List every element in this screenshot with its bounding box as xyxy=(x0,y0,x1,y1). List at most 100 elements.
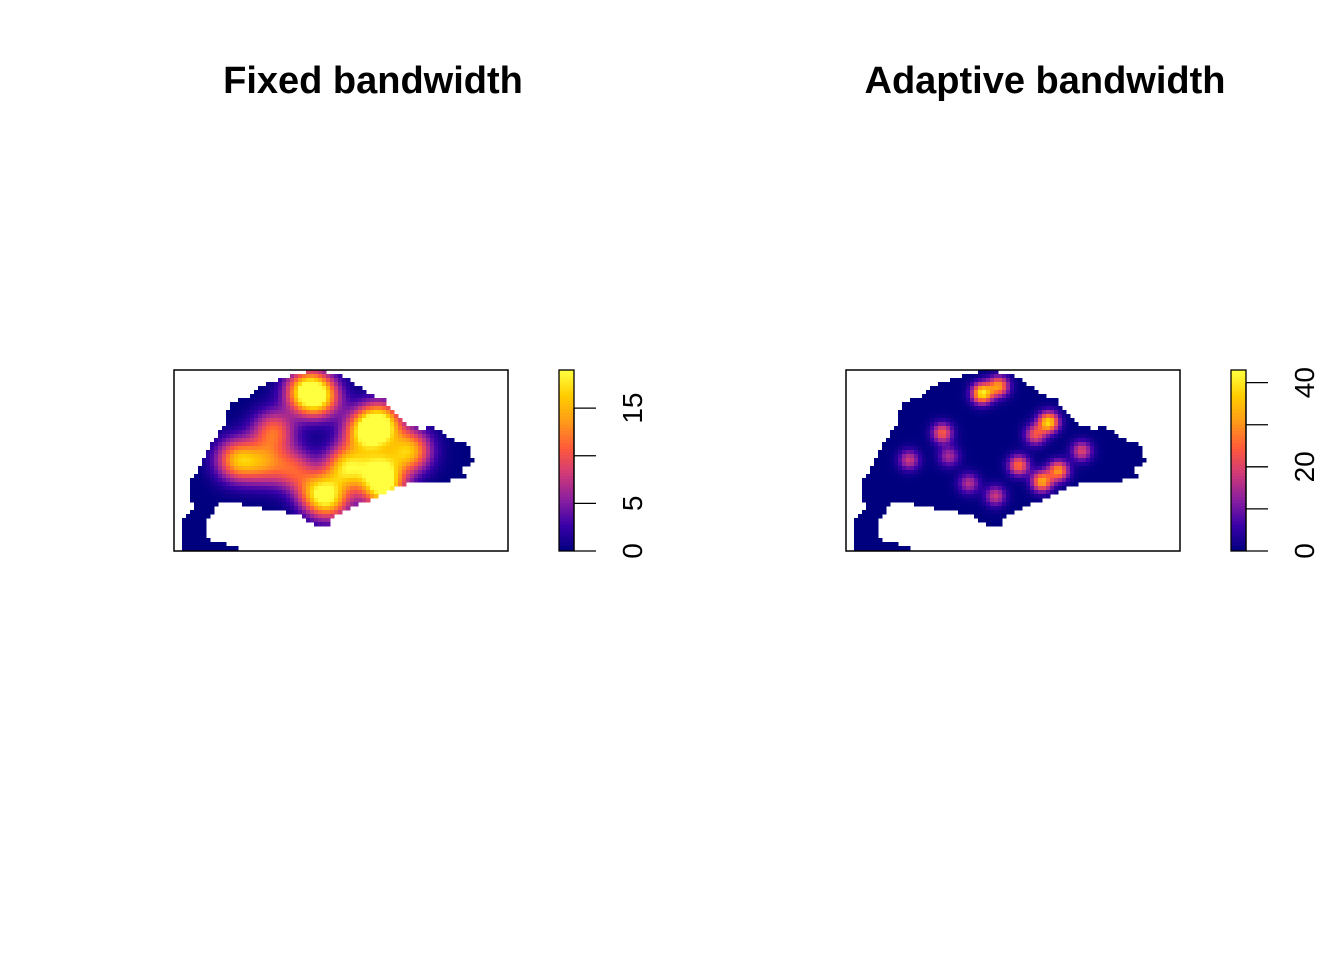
density-cell xyxy=(334,382,339,387)
density-cell xyxy=(362,454,367,459)
density-cell xyxy=(438,458,443,463)
colorbar-slice xyxy=(559,370,574,374)
density-cell xyxy=(198,502,203,507)
density-cell xyxy=(330,406,335,411)
density-map xyxy=(854,370,1147,551)
density-cell xyxy=(1010,494,1015,499)
density-cell xyxy=(994,514,999,519)
density-cell xyxy=(334,402,339,407)
density-cell xyxy=(430,430,435,435)
density-cell xyxy=(870,470,875,475)
density-cell xyxy=(458,442,463,447)
density-cell xyxy=(202,478,207,483)
density-cell xyxy=(922,462,927,467)
density-cell xyxy=(990,438,995,443)
density-cell xyxy=(390,418,395,423)
density-cell xyxy=(362,418,367,423)
density-cell xyxy=(942,402,947,407)
density-cell xyxy=(326,398,331,403)
density-cell xyxy=(302,378,307,383)
density-cell xyxy=(390,450,395,455)
density-cell xyxy=(1034,394,1039,399)
density-cell xyxy=(314,522,319,527)
density-cell xyxy=(986,470,991,475)
density-cell xyxy=(258,418,263,423)
density-cell xyxy=(306,402,311,407)
density-cell xyxy=(1018,434,1023,439)
density-cell xyxy=(266,502,271,507)
density-cell xyxy=(350,398,355,403)
density-cell xyxy=(886,458,891,463)
density-cell xyxy=(346,390,351,395)
density-cell xyxy=(990,462,995,467)
density-cell xyxy=(330,482,335,487)
density-cell xyxy=(326,438,331,443)
density-cell xyxy=(270,454,275,459)
density-cell xyxy=(434,474,439,479)
density-cell xyxy=(282,458,287,463)
density-cell xyxy=(270,478,275,483)
density-cell xyxy=(334,494,339,499)
density-cell xyxy=(250,474,255,479)
density-cell xyxy=(986,402,991,407)
density-cell xyxy=(262,434,267,439)
density-cell xyxy=(1098,458,1103,463)
density-cell xyxy=(226,450,231,455)
density-cell xyxy=(950,466,955,471)
colorbar-slice xyxy=(559,475,574,480)
density-cell xyxy=(394,434,399,439)
density-cell xyxy=(234,546,239,551)
density-cell xyxy=(310,450,315,455)
density-cell xyxy=(1026,450,1031,455)
density-cell xyxy=(1062,422,1067,427)
density-cell xyxy=(902,410,907,415)
density-cell xyxy=(966,506,971,511)
density-cell xyxy=(1026,474,1031,479)
density-cell xyxy=(994,454,999,459)
density-cell xyxy=(346,490,351,495)
density-cell xyxy=(1078,426,1083,431)
density-cell xyxy=(290,398,295,403)
density-cell xyxy=(386,430,391,435)
density-cell xyxy=(926,470,931,475)
density-cell xyxy=(1070,450,1075,455)
density-cell xyxy=(262,478,267,483)
density-cell xyxy=(262,386,267,391)
density-cell xyxy=(358,454,363,459)
density-cell xyxy=(970,402,975,407)
density-cell xyxy=(930,494,935,499)
density-cell xyxy=(222,486,227,491)
density-cell xyxy=(198,518,203,523)
density-cell xyxy=(974,406,979,411)
density-cell xyxy=(434,442,439,447)
density-cell xyxy=(374,450,379,455)
density-cell xyxy=(1070,454,1075,459)
density-cell xyxy=(302,506,307,511)
density-cell xyxy=(330,490,335,495)
density-cell xyxy=(1010,386,1015,391)
density-cell xyxy=(1026,502,1031,507)
density-cell xyxy=(258,450,263,455)
density-cell xyxy=(954,406,959,411)
density-cell xyxy=(970,386,975,391)
density-cell xyxy=(1066,442,1071,447)
density-cell xyxy=(922,394,927,399)
density-cell xyxy=(1062,442,1067,447)
density-cell xyxy=(962,462,967,467)
density-cell xyxy=(254,478,259,483)
density-cell xyxy=(186,526,191,531)
density-cell xyxy=(1026,422,1031,427)
density-cell xyxy=(326,390,331,395)
density-cell xyxy=(230,414,235,419)
density-cell xyxy=(1030,434,1035,439)
density-cell xyxy=(1010,398,1015,403)
density-cell xyxy=(222,438,227,443)
density-cell xyxy=(374,446,379,451)
density-cell xyxy=(334,470,339,475)
density-cell xyxy=(258,502,263,507)
density-cell xyxy=(1066,482,1071,487)
density-cell xyxy=(1062,410,1067,415)
density-cell xyxy=(930,454,935,459)
density-cell xyxy=(966,374,971,379)
density-cell xyxy=(322,418,327,423)
